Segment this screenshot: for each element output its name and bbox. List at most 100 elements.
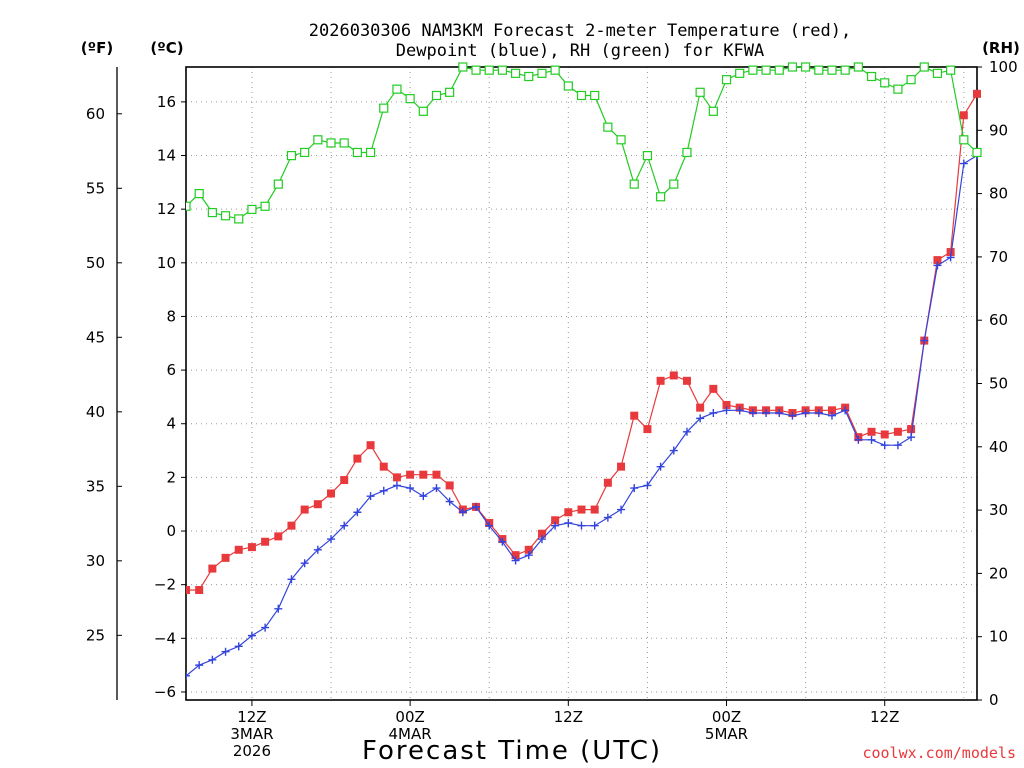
temperature-point <box>221 553 230 562</box>
temperature-point <box>907 425 916 434</box>
temperature-point <box>392 473 401 482</box>
temperature-point <box>551 516 560 525</box>
rh-point <box>286 151 297 161</box>
fahrenheit-tick-label: 40 <box>86 403 105 421</box>
temperature-point <box>274 532 283 541</box>
chart-title-line-1: 2026030306 NAM3KM Forecast 2-meter Tempe… <box>309 21 851 41</box>
dewpoint-point <box>669 446 678 455</box>
series-temperature <box>186 89 981 595</box>
temperature-point <box>524 545 533 554</box>
dewpoint-point <box>643 481 652 490</box>
rh-point <box>801 62 811 72</box>
rh-point <box>787 62 798 72</box>
dewpoint-point <box>762 409 771 418</box>
celsius-tick-label: 4 <box>166 415 176 433</box>
rh-point <box>853 62 863 72</box>
dewpoint-point <box>406 484 415 493</box>
fahrenheit-tick-label: 50 <box>86 254 105 272</box>
axes <box>116 66 982 706</box>
temperature-point <box>537 529 546 538</box>
temperature-point <box>696 403 705 412</box>
rh-point <box>405 94 415 104</box>
dewpoint-point <box>485 521 494 530</box>
x-tick-label: 4MAR <box>389 725 432 743</box>
celsius-tick-label: 6 <box>166 361 176 379</box>
temperature-point <box>880 430 889 439</box>
rh-line <box>186 66 978 220</box>
temperature-point <box>827 406 836 415</box>
dewpoint-point <box>313 545 322 554</box>
celsius-tick-label: 16 <box>157 93 176 111</box>
chart-title-line-2: Dewpoint (blue), RH (green) for KFWA <box>396 41 764 61</box>
dewpoint-point <box>551 521 560 530</box>
temperature-point <box>406 470 415 479</box>
temperature-point <box>195 586 204 595</box>
dewpoint-point <box>630 484 639 493</box>
dewpoint-point <box>590 521 599 530</box>
dewpoint-point <box>577 521 586 530</box>
rh-unit-label: (RH) <box>982 39 1020 57</box>
temperature-point <box>379 462 388 471</box>
rh-point <box>550 65 560 75</box>
credit-text: coolwx.com/models <box>862 744 1016 762</box>
celsius-tick-label: −2 <box>154 576 176 594</box>
dewpoint-point <box>788 411 797 420</box>
temperature-point <box>247 543 256 552</box>
rh-point <box>814 65 824 75</box>
dewpoint-point <box>524 551 533 560</box>
temperature-point <box>511 551 520 560</box>
rh-point <box>893 84 903 94</box>
dewpoint-point <box>735 406 744 415</box>
rh-point <box>655 192 666 202</box>
-meter-temperature-line <box>186 93 978 591</box>
rh-point <box>418 106 428 116</box>
dewpoint-point <box>379 486 388 495</box>
temperature-point <box>445 481 454 490</box>
dewpoint-point <box>195 661 204 670</box>
rh-point <box>695 87 705 97</box>
fahrenheit-tick-label: 55 <box>86 179 105 197</box>
dewpoint-point <box>959 159 968 168</box>
rh-point <box>721 75 732 85</box>
dewpoint-point <box>472 502 481 511</box>
fahrenheit-tick-label: 25 <box>86 626 105 644</box>
celsius-tick-label: 0 <box>166 522 176 540</box>
dewpoint-point <box>511 556 520 565</box>
dewpoint-point <box>682 427 691 436</box>
rh-point <box>260 201 270 211</box>
x-tick-label: 00Z <box>395 708 424 726</box>
rh-point <box>932 68 943 78</box>
dewpoint-point <box>287 575 296 584</box>
rh-point <box>379 103 389 113</box>
rh-point <box>946 65 956 75</box>
dewpoint-point <box>234 642 243 651</box>
dewpoint-point <box>392 481 401 490</box>
rh-tick-label: 50 <box>989 375 1008 393</box>
rh-point <box>339 138 349 148</box>
temperature-point <box>590 505 599 514</box>
series <box>186 62 982 680</box>
rh-tick-label: 0 <box>989 691 999 709</box>
dewpoint-point <box>722 406 731 415</box>
temperature-point <box>208 564 217 573</box>
temperature-point <box>327 489 336 498</box>
temperature-point <box>186 586 190 595</box>
temperature-point <box>630 411 639 420</box>
rh-point <box>431 90 442 101</box>
rh-point <box>207 207 217 218</box>
x-axis-title: Forecast Time (UTC) <box>362 736 662 766</box>
temperature-point <box>419 470 428 479</box>
rh-point <box>392 84 402 94</box>
dewpoint-point <box>867 435 876 444</box>
rh-point <box>840 65 850 75</box>
temperature-point <box>287 521 296 530</box>
temperature-point <box>261 537 270 546</box>
temperature-point <box>366 441 375 450</box>
rh-point <box>642 151 653 161</box>
temperature-point <box>617 462 626 471</box>
rh-point <box>708 106 718 116</box>
rh-point <box>445 87 455 97</box>
dewpoint-point <box>775 409 784 418</box>
rh-point <box>669 179 679 189</box>
dewpoint-point <box>617 505 626 514</box>
